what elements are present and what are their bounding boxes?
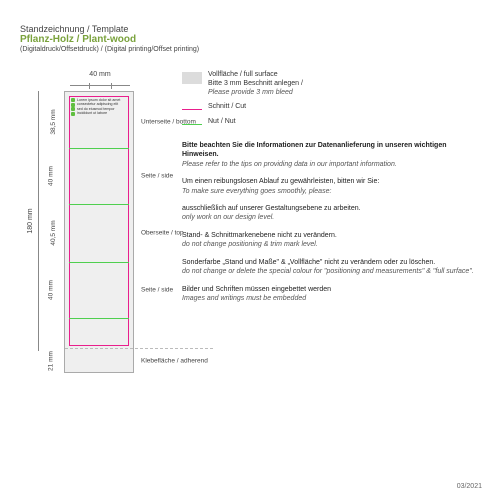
dim-height-line [38,91,39,351]
section-label: Unterseite / bottom [141,119,196,126]
header: Standzeichnung / Template Pflanz-Holz / … [20,24,484,53]
leaf-icon [71,98,75,102]
legend-full-surface: Vollfläche / full surface Bitte 3 mm Bes… [182,71,484,97]
note-lead-en: To make sure everything goes smoothly, p… [182,188,331,195]
note-p2-en: do not change positioning & trim mark le… [182,241,318,248]
nut-line [69,262,129,263]
legend-full-line3: Please provide 3 mm bleed [208,89,303,98]
legend-full-line1: Vollfläche / full surface [208,71,303,80]
footer-date: 03/2021 [457,483,482,490]
note-p2: Stand- & Schnittmarkenebene nicht zu ver… [182,231,484,250]
note-p4: Bilder und Schriften müssen eingebettet … [182,285,484,304]
legend-full-text: Vollfläche / full surface Bitte 3 mm Bes… [208,71,303,97]
dieline-outer: Lorem ipsum dolor sit amet consectetur a… [64,91,134,373]
swatch-full-surface-icon [182,72,202,84]
legend-and-notes: Vollfläche / full surface Bitte 3 mm Bes… [182,67,484,373]
segment-dim: 38,5 mm [50,109,57,134]
main: 40 mm 180 mm Lorem ipsum dolor sit amet … [20,67,484,373]
swatch-cut-icon [182,109,202,110]
dim-height-label: 180 mm [27,208,34,233]
leaf-icon [71,112,75,116]
segment-dim: 40 mm [47,280,54,300]
note-lead-de: Um einen reibungslosen Ablauf zu gewährl… [182,178,379,185]
nut-line [69,148,129,149]
template-drawing: 40 mm 180 mm Lorem ipsum dolor sit amet … [20,67,166,373]
nut-line [69,318,129,319]
note-p2-de: Stand- & Schnittmarkenebene nicht zu ver… [182,232,337,239]
dim-width-label: 40 mm [70,71,130,78]
panel-sample-text: Lorem ipsum dolor sit amet consectetur a… [71,98,127,116]
note-lead: Um einen reibungslosen Ablauf zu gewährl… [182,177,484,196]
dim-width-line [70,85,130,86]
note-p3-de: Sonderfarbe „Stand und Maße" & „Vollfläc… [182,259,435,266]
segment-dim: 40,5 mm [50,220,57,245]
note-intro-de: Bitte beachten Sie die Informationen zur… [182,142,446,158]
note-p1: ausschließlich auf unserer Gestaltungseb… [182,204,484,223]
section-label: Klebefläche / adherend [141,358,208,365]
note-p1-de: ausschließlich auf unserer Gestaltungseb… [182,205,361,212]
section-label: Seite / side [141,173,173,180]
note-p4-en: Images and writings must be embedded [182,295,306,302]
legend-cut: Schnitt / Cut [182,103,484,112]
cut-outline [69,96,129,346]
legend-cut-label: Schnitt / Cut [208,103,246,112]
segment-dim: 40 mm [47,166,54,186]
section-label: Seite / side [141,287,173,294]
guide-line [65,348,213,349]
leaf-icon [71,107,75,111]
segment-dim: 21 mm [47,351,54,371]
nut-line [69,204,129,205]
note-intro-en: Please refer to the tips on providing da… [182,161,397,168]
note-p1-en: only work on our design level. [182,214,274,221]
legend-nut: Nut / Nut [182,118,484,127]
note-intro: Bitte beachten Sie die Informationen zur… [182,141,484,169]
leaf-icon [71,103,75,107]
note-p3: Sonderfarbe „Stand und Maße" & „Vollfläc… [182,258,484,277]
legend-nut-label: Nut / Nut [208,118,236,127]
legend-full-line2: Bitte 3 mm Beschnitt anlegen / [208,80,303,89]
section-label: Oberseite / top [141,230,184,237]
header-line1: Standzeichnung / Template [20,24,484,34]
note-p3-en: do not change or delete the special colo… [182,268,474,275]
header-line3: (Digitaldruck/Offsetdruck) / (Digital pr… [20,46,484,53]
notes-block: Bitte beachten Sie die Informationen zur… [182,141,484,304]
header-line2: Pflanz-Holz / Plant-wood [20,34,484,45]
note-p4-de: Bilder und Schriften müssen eingebettet … [182,286,331,293]
